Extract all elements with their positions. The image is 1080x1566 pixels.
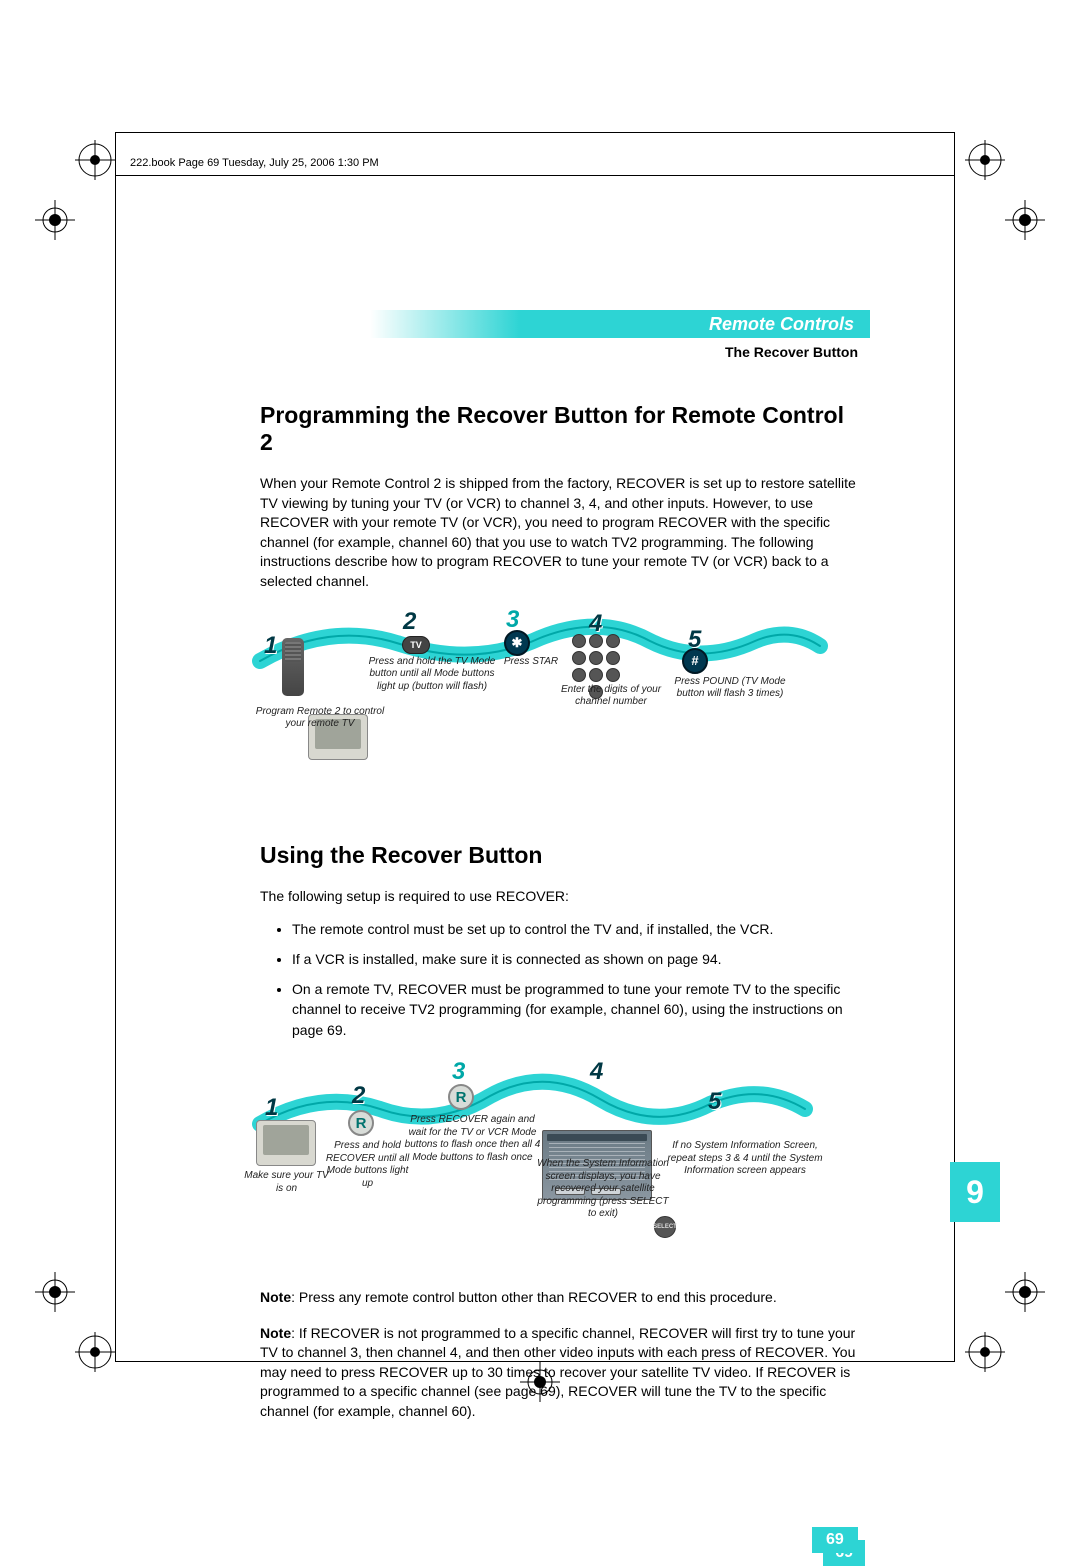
recover-button-icon-2: R <box>448 1084 474 1110</box>
crop-mark-br <box>965 1332 1005 1372</box>
u-step1-caption: Make sure your TV is on <box>244 1170 329 1195</box>
reg-mark-bl <box>35 1272 75 1312</box>
section-subtitle: The Recover Button <box>640 344 858 360</box>
chapter-badge: 9 <box>950 1162 1000 1222</box>
crop-mark-tr <box>965 140 1005 180</box>
step4-caption: Enter the digits of your channel number <box>556 684 666 709</box>
diagram-using-steps: 1 Make sure your TV is on 2 R Press and … <box>250 1054 830 1264</box>
u-step5-number: 5 <box>708 1088 720 1116</box>
star-button-icon: ✱ <box>504 630 530 656</box>
reg-mark-tl <box>35 200 75 240</box>
step3-caption: Press STAR <box>496 656 566 669</box>
para-programming: When your Remote Control 2 is shipped fr… <box>260 474 860 592</box>
u-step3-number: 3 <box>452 1058 464 1086</box>
tv-icon-2 <box>256 1120 316 1166</box>
reg-mark-br <box>1005 1272 1045 1312</box>
note-1: Note: Press any remote control button ot… <box>260 1288 860 1308</box>
step1-caption: Program Remote 2 to control your remote … <box>250 706 390 731</box>
list-item: If a VCR is installed, make sure it is c… <box>292 949 860 969</box>
note-2: Note: If RECOVER is not programmed to a … <box>260 1324 860 1422</box>
section-programming: Programming the Recover Button for Remot… <box>260 402 860 756</box>
step1-number: 1 <box>264 632 276 660</box>
requirements-list: The remote control must be set up to con… <box>292 919 860 1040</box>
heading-using: Using the Recover Button <box>260 842 860 869</box>
select-button-icon: SELECT <box>654 1216 676 1238</box>
note-1-label: Note <box>260 1289 291 1305</box>
section-banner: Remote Controls <box>370 310 870 338</box>
list-item: The remote control must be set up to con… <box>292 919 860 939</box>
u-step5-caption: If no System Information Screen, repeat … <box>660 1140 830 1178</box>
pound-button-icon: # <box>682 648 708 674</box>
list-item: On a remote TV, RECOVER must be programm… <box>292 979 860 1040</box>
note-2-text: : If RECOVER is not programmed to a spec… <box>260 1325 855 1419</box>
note-1-text: : Press any remote control button other … <box>291 1289 777 1305</box>
crop-mark-bl <box>75 1332 115 1372</box>
step2-caption: Press and hold the TV Mode button until … <box>362 656 502 694</box>
intro-using: The following setup is required to use R… <box>260 887 860 907</box>
section-using: Using the Recover Button The following s… <box>260 842 860 1438</box>
u-step4-caption: When the System Information screen displ… <box>533 1158 673 1221</box>
header-separator <box>115 175 955 176</box>
reg-mark-tr <box>1005 200 1045 240</box>
u-step3-caption: Press RECOVER again and wait for the TV … <box>400 1114 545 1164</box>
note-2-label: Note <box>260 1325 291 1341</box>
page-number-badge: 69 <box>812 1527 858 1553</box>
remote-icon <box>282 638 304 696</box>
crop-mark-tl <box>75 140 115 180</box>
step2-number: 2 <box>403 608 415 636</box>
header-note: 222.book Page 69 Tuesday, July 25, 2006 … <box>130 157 379 169</box>
diagram-program-steps: 1 Program Remote 2 to control your remot… <box>250 606 830 756</box>
recover-button-icon-1: R <box>348 1110 374 1136</box>
heading-programming: Programming the Recover Button for Remot… <box>260 402 860 456</box>
u-step2-number: 2 <box>352 1082 364 1110</box>
tv-mode-button-icon: TV <box>402 636 430 654</box>
u-step1-number: 1 <box>265 1094 277 1122</box>
u-step4-number: 4 <box>590 1058 602 1086</box>
step5-caption: Press POUND (TV Mode button will flash 3… <box>660 676 800 701</box>
